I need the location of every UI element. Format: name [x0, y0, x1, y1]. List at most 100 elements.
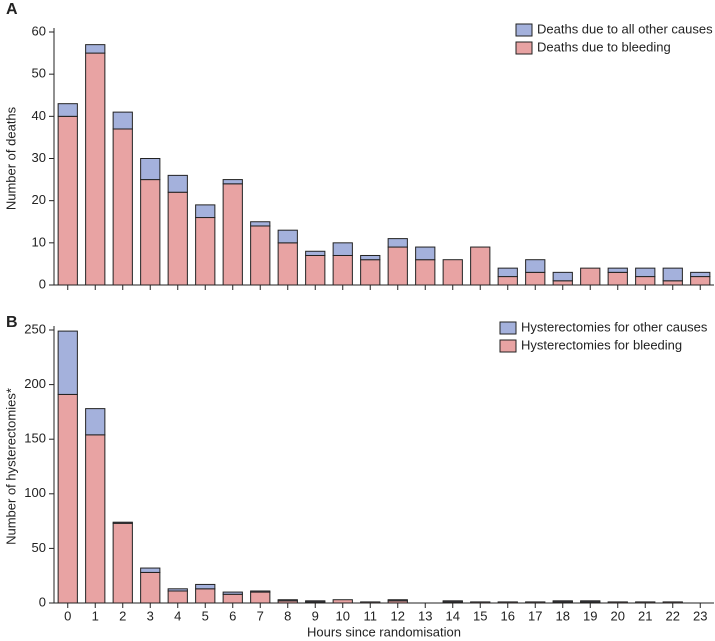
- x-tick-label: 23: [693, 608, 707, 623]
- bar-segment: [222, 183, 243, 286]
- bar-segment: [635, 601, 656, 604]
- bar-segment: [277, 229, 298, 244]
- bar-segment: [222, 179, 243, 185]
- y-tick-label: 250: [24, 321, 46, 336]
- bar-segment: [277, 599, 298, 602]
- bar-segment: [305, 250, 326, 256]
- bar-segment: [85, 434, 106, 604]
- bar-segment: [112, 128, 133, 286]
- x-tick-label: 8: [284, 608, 291, 623]
- bar-segment: [580, 600, 601, 603]
- x-tick-label: 5: [202, 608, 209, 623]
- bar-segment: [57, 330, 78, 395]
- bar-segment: [250, 590, 271, 593]
- bar-segment: [580, 267, 601, 286]
- bar-segment: [497, 267, 518, 278]
- x-tick-label: 15: [473, 608, 487, 623]
- bar-segment: [195, 217, 216, 286]
- x-tick-label: 2: [119, 608, 126, 623]
- bar-segment: [497, 601, 518, 604]
- y-tick-label: 20: [32, 192, 46, 207]
- bar-segment: [470, 601, 491, 604]
- y-tick-label: 150: [24, 431, 46, 446]
- bar-segment: [552, 280, 573, 286]
- x-tick-label: 16: [501, 608, 515, 623]
- y-tick-label: 10: [32, 234, 46, 249]
- x-tick-label: 14: [446, 608, 460, 623]
- bar-segment: [305, 600, 326, 603]
- bar-segment: [250, 221, 271, 227]
- bar-segment: [690, 276, 711, 286]
- x-tick-label: 20: [611, 608, 625, 623]
- bar-segment: [250, 591, 271, 604]
- y-tick-label: 30: [32, 150, 46, 165]
- bar-segment: [140, 179, 161, 286]
- bar-segment: [195, 588, 216, 604]
- bar-segment: [167, 588, 188, 592]
- bar-segment: [442, 259, 463, 286]
- bar-segment: [525, 271, 546, 286]
- bar-segment: [415, 246, 436, 261]
- y-axis-label: Number of deaths: [3, 106, 18, 210]
- bar-segment: [387, 238, 408, 248]
- bar-segment: [140, 158, 161, 181]
- panel-label: B: [6, 314, 18, 331]
- bar-segment: [222, 593, 243, 604]
- bar-segment: [140, 571, 161, 604]
- y-tick-label: 40: [32, 108, 46, 123]
- legend-label: Deaths due to all other causes: [537, 21, 713, 36]
- x-tick-label: 12: [391, 608, 405, 623]
- bar-segment: [360, 254, 381, 261]
- bar-segment: [195, 583, 216, 590]
- bar-segment: [607, 267, 628, 273]
- y-axis-label: Number of hysterectomies*: [3, 388, 18, 545]
- legend-swatch: [499, 339, 517, 353]
- bar-segment: [552, 271, 573, 282]
- bar-segment: [360, 601, 381, 604]
- bar-segment: [112, 111, 133, 130]
- x-tick-label: 9: [312, 608, 319, 623]
- bar-segment: [222, 591, 243, 595]
- y-tick-label: 60: [32, 23, 46, 38]
- y-tick-label: 50: [32, 66, 46, 81]
- bar-segment: [662, 267, 683, 282]
- bar-segment: [635, 276, 656, 286]
- x-tick-label: 10: [336, 608, 350, 623]
- bar-segment: [57, 103, 78, 117]
- bar-segment: [112, 522, 133, 604]
- legend-swatch: [515, 41, 533, 55]
- y-tick-label: 0: [39, 594, 46, 609]
- bar-segment: [415, 259, 436, 286]
- bar-segment: [85, 44, 106, 54]
- bar-segment: [662, 601, 683, 604]
- bar-segment: [332, 254, 353, 286]
- bar-segment: [277, 242, 298, 286]
- bar-segment: [57, 393, 78, 604]
- x-tick-label: 13: [418, 608, 432, 623]
- x-tick-label: 0: [64, 608, 71, 623]
- bar-segment: [497, 276, 518, 286]
- bar-segment: [167, 590, 188, 604]
- x-tick-label: 21: [638, 608, 652, 623]
- x-tick-label: 4: [174, 608, 181, 623]
- y-tick-label: 100: [24, 485, 46, 500]
- bar-segment: [360, 259, 381, 286]
- panel-label: A: [6, 1, 18, 18]
- bar-segment: [442, 600, 463, 603]
- legend-label: Hysterectomies for bleeding: [521, 337, 682, 352]
- x-tick-label: 22: [666, 608, 680, 623]
- bar-segment: [607, 601, 628, 604]
- bar-segment: [167, 191, 188, 286]
- bar-segment: [140, 567, 161, 573]
- legend-swatch: [515, 23, 533, 37]
- bar-segment: [525, 601, 546, 604]
- x-axis-label: Hours since randomisation: [307, 624, 461, 639]
- bar-segment: [332, 599, 353, 604]
- bar-segment: [85, 408, 106, 436]
- x-tick-label: 18: [556, 608, 570, 623]
- bar-segment: [85, 52, 106, 286]
- bar-segment: [195, 204, 216, 219]
- x-tick-label: 17: [528, 608, 542, 623]
- bar-segment: [552, 600, 573, 603]
